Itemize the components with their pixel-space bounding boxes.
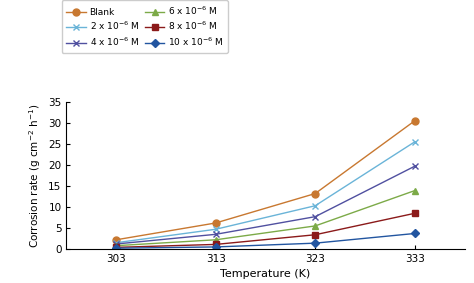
X-axis label: Temperature (K): Temperature (K) <box>220 269 310 279</box>
Y-axis label: Corrosion rate (g cm$^{-2}$ h$^{-1}$): Corrosion rate (g cm$^{-2}$ h$^{-1}$) <box>27 103 43 248</box>
Legend: Blank, 2 x 10$^{-6}$ M, 4 x 10$^{-6}$ M, 6 x 10$^{-6}$ M, 8 x 10$^{-6}$ M, 10 x : Blank, 2 x 10$^{-6}$ M, 4 x 10$^{-6}$ M,… <box>62 0 228 53</box>
